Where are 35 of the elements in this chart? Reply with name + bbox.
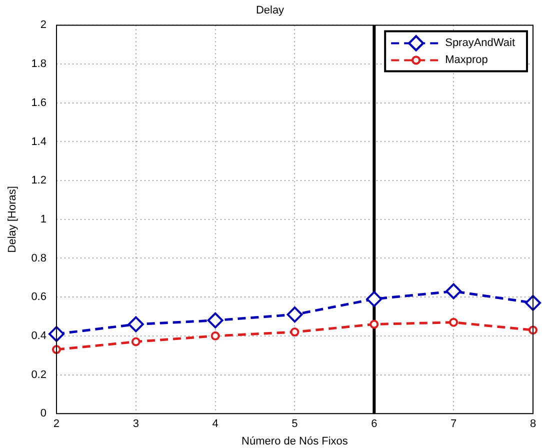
y-axis-title: Delay [Horas]: [6, 186, 19, 253]
y-tick-label: 0.4: [31, 330, 46, 342]
y-tick-label: 0.2: [31, 368, 46, 381]
point: [131, 337, 140, 346]
x-tick-label: 2: [53, 418, 60, 430]
legend-label: SprayAndWait: [445, 37, 516, 50]
y-tick-label: 1.6: [31, 96, 46, 109]
y-tick-label: 2: [40, 19, 46, 32]
chart-title: Delay: [256, 4, 285, 17]
point: [449, 318, 458, 327]
point: [446, 283, 462, 300]
point: [370, 320, 379, 329]
x-tick-label: 4: [212, 418, 218, 430]
point: [210, 331, 220, 340]
x-axis-title: Número de Nós Fixos: [242, 435, 348, 448]
x-tick-label: 6: [371, 418, 378, 430]
point: [128, 316, 144, 332]
y-tick-label: 0: [40, 408, 46, 420]
x-tick-label: 5: [292, 418, 298, 430]
y-tick-label: 1: [40, 213, 46, 226]
point: [366, 291, 382, 308]
y-tick-label: 1.2: [31, 174, 46, 187]
point: [286, 306, 303, 323]
point: [525, 294, 541, 311]
x-tick-label: 3: [132, 418, 139, 430]
y-tick-label: 0.6: [31, 291, 46, 304]
x-tick-label: 8: [530, 418, 536, 430]
y-tick-label: 1.8: [31, 58, 46, 70]
legend-label: Maxprop: [445, 54, 488, 66]
y-tick-label: 1.4: [31, 136, 46, 148]
point: [52, 345, 61, 354]
point: [207, 312, 224, 328]
y-tick-label: 0.8: [31, 252, 46, 264]
point: [290, 328, 300, 337]
x-tick-label: 7: [450, 418, 457, 430]
